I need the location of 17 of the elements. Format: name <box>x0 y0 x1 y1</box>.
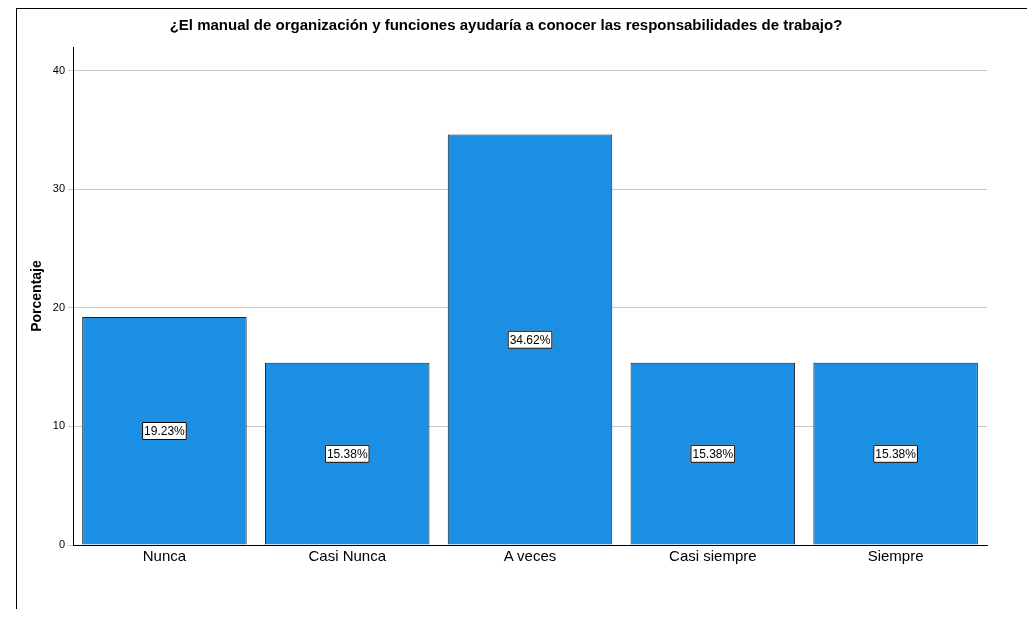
data-label: 15.38% <box>875 447 917 462</box>
x-tick-label: A veces <box>503 547 557 565</box>
data-label: 34.62% <box>509 333 551 348</box>
y-tick-label: 0 <box>58 538 66 551</box>
data-label: 15.38% <box>692 447 734 462</box>
x-tick-label: Casi Nunca <box>308 547 387 565</box>
y-tick-label: 10 <box>52 419 66 432</box>
y-tick-label: 20 <box>52 300 66 313</box>
y-tick-label: 40 <box>52 63 66 76</box>
x-tick-label: Nunca <box>142 547 187 565</box>
y-axis-title: Porcentaje <box>28 260 45 332</box>
data-label: 15.38% <box>326 447 368 462</box>
x-tick-label: Casi siempre <box>669 547 757 565</box>
chart-title: ¿El manual de organización y funciones ayudaría a conocer las responsabilidades de trabajo? <box>169 16 843 34</box>
x-tick-label: Siempre <box>867 547 924 565</box>
y-tick-label: 30 <box>52 182 66 195</box>
data-label: 19.23% <box>144 424 186 439</box>
